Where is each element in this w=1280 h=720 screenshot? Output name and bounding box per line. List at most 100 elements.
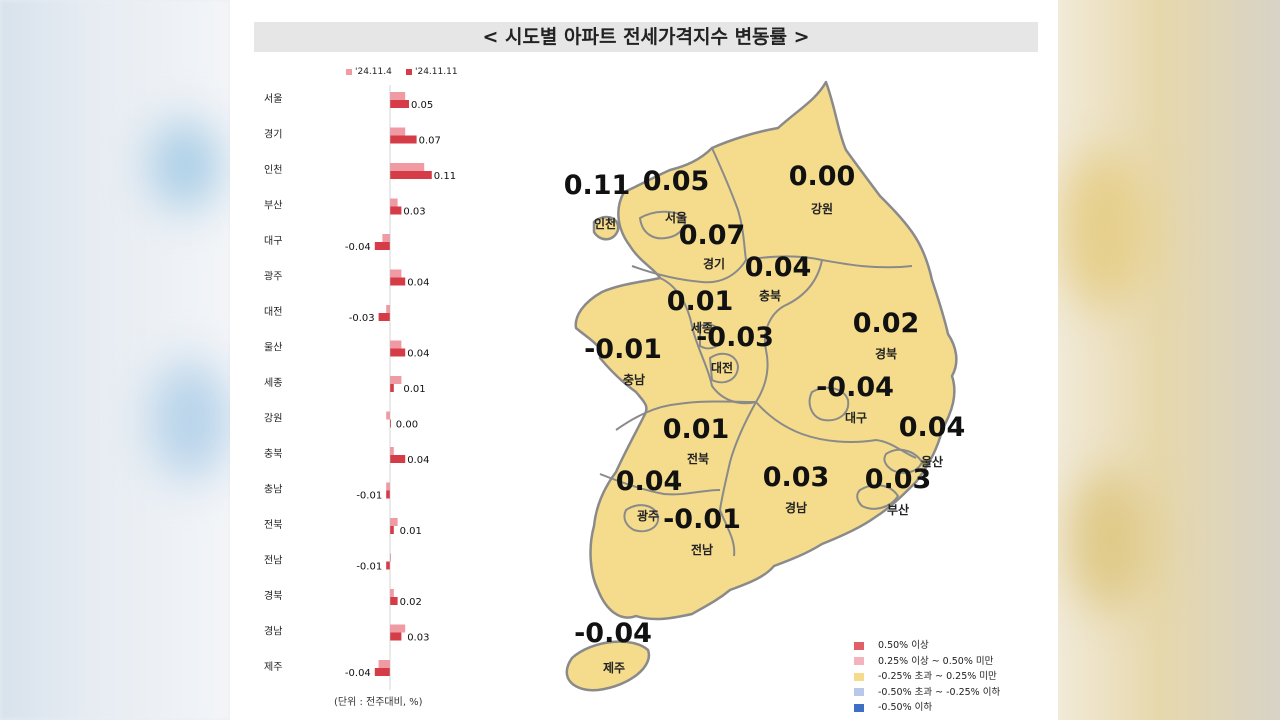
- border-sejong-daejeon: [699, 323, 739, 384]
- map-region-label: 충북: [759, 288, 781, 303]
- legend-item-prev: '24.11.4: [346, 67, 392, 77]
- value-label: -0.04: [345, 242, 371, 253]
- bar-prev: [386, 305, 390, 313]
- border-gyeonggi-south: [631, 259, 747, 284]
- bar-current: [390, 419, 391, 428]
- map-region-label: 광주: [637, 508, 659, 523]
- map-legend-row: -0.25% 초과 ~ 0.25% 미만: [854, 669, 1000, 685]
- map-region-label: 경북: [875, 347, 897, 361]
- border-chungnam-chungbuk: [659, 277, 757, 405]
- map-value-label: -0.01: [663, 504, 741, 535]
- category-label: 전남: [264, 555, 282, 567]
- bar-current: [378, 313, 390, 321]
- border-jeolla-gyeongnam: [719, 401, 757, 557]
- value-label: 0.00: [396, 420, 418, 431]
- bar-prev: [382, 234, 390, 242]
- map-region-label: 경남: [785, 500, 807, 515]
- category-label: 세종: [264, 377, 282, 389]
- map-value-label: -0.03: [696, 322, 774, 353]
- map-legend-row: 0.50% 이상: [854, 638, 1000, 654]
- bar-current: [390, 206, 402, 215]
- map-region-label: 대전: [711, 360, 733, 375]
- map-legend-swatch: [854, 703, 864, 712]
- category-label: 인천: [264, 164, 282, 176]
- value-label: 0.04: [407, 349, 429, 360]
- legend-item-current: '24.11.11: [406, 67, 458, 77]
- map-value-label: 0.02: [853, 308, 920, 339]
- category-label: 울산: [264, 342, 282, 354]
- border-seoul: [639, 210, 686, 240]
- border-jeonbuk-jeonnam: [599, 473, 721, 496]
- category-label: 서울: [264, 93, 282, 105]
- map-value-label: 0.01: [663, 414, 730, 445]
- category-label: 충남: [264, 484, 282, 496]
- value-label: 0.07: [419, 136, 441, 147]
- bar-prev: [390, 447, 394, 455]
- map-legend-swatch: [854, 672, 864, 681]
- map-legend-swatch: [854, 641, 864, 650]
- bar-prev: [386, 482, 390, 491]
- incheon-island: [592, 215, 620, 241]
- background-blob: [150, 120, 220, 210]
- value-label: 0.02: [400, 597, 422, 608]
- category-label: 광주: [264, 271, 282, 283]
- bar-current: [390, 277, 406, 286]
- category-label: 대전: [264, 306, 282, 318]
- bar-current: [386, 490, 390, 499]
- category-label: 충북: [264, 448, 282, 460]
- background-right: [1058, 0, 1280, 720]
- bar-prev: [390, 198, 398, 207]
- bar-current: [390, 100, 409, 108]
- border-gwangju: [623, 504, 660, 533]
- value-label: -0.04: [345, 668, 371, 679]
- category-label: 강원: [264, 413, 282, 425]
- map-region-label: 부산: [887, 502, 909, 517]
- border-gyeonggi-gangwon: [711, 147, 747, 261]
- border-ulsan: [883, 448, 923, 474]
- bar-prev: [390, 624, 406, 633]
- value-label: 0.01: [403, 384, 425, 395]
- value-label: 0.05: [411, 100, 433, 111]
- map-value-label: 0.04: [745, 252, 812, 283]
- bar-current: [374, 668, 390, 676]
- map-value-label: -0.04: [816, 372, 894, 403]
- map-value-label: 0.03: [763, 462, 830, 493]
- bar-current: [390, 348, 406, 357]
- map-value-label: 0.00: [789, 161, 856, 192]
- bar-prev: [390, 269, 402, 278]
- map-value-label: 0.01: [667, 286, 734, 317]
- map-value-label: 0.03: [865, 464, 932, 495]
- unit-note: (단위 : 전주대비, %): [334, 697, 423, 708]
- category-label: 전북: [264, 519, 282, 531]
- value-label: 0.03: [407, 633, 429, 644]
- background-blob: [1060, 150, 1150, 310]
- border-gyeongbuk-gyeongnam: [755, 401, 917, 459]
- bar-current: [390, 384, 394, 392]
- border-chungbuk-north: [745, 255, 913, 269]
- map-legend-swatch: [854, 688, 864, 696]
- map-legend-swatch: [854, 657, 864, 665]
- map-legend: 0.50% 이상 0.25% 이상 ~ 0.50% 미만 -0.25% 초과 ~…: [854, 638, 1000, 716]
- bar-prev: [390, 376, 402, 384]
- map-region-label: 서울: [665, 210, 687, 225]
- bar-current: [386, 561, 390, 570]
- map-value-label: 0.07: [679, 220, 746, 251]
- jeju-island: [565, 640, 651, 692]
- category-label: 경기: [264, 128, 282, 141]
- border-busan: [856, 484, 899, 510]
- bar-prev: [390, 340, 402, 349]
- background-blob: [1070, 470, 1150, 610]
- border-jeonbuk-north: [615, 400, 757, 431]
- value-label: 0.01: [400, 526, 422, 537]
- value-label: -0.01: [356, 491, 382, 502]
- map-value-label: 0.04: [616, 466, 683, 497]
- bar-current: [390, 455, 406, 463]
- map-legend-label: -0.50% 초과 ~ -0.25% 이하: [878, 686, 1001, 698]
- map-region-label: 경기: [703, 256, 725, 271]
- map-region-label: 대구: [845, 411, 867, 425]
- map-legend-label: 0.25% 이상 ~ 0.50% 미만: [878, 655, 994, 667]
- map-region-label: 강원: [811, 202, 833, 216]
- map-legend-label: -0.25% 초과 ~ 0.25% 미만: [878, 671, 997, 682]
- legend-swatch-current: [406, 68, 412, 75]
